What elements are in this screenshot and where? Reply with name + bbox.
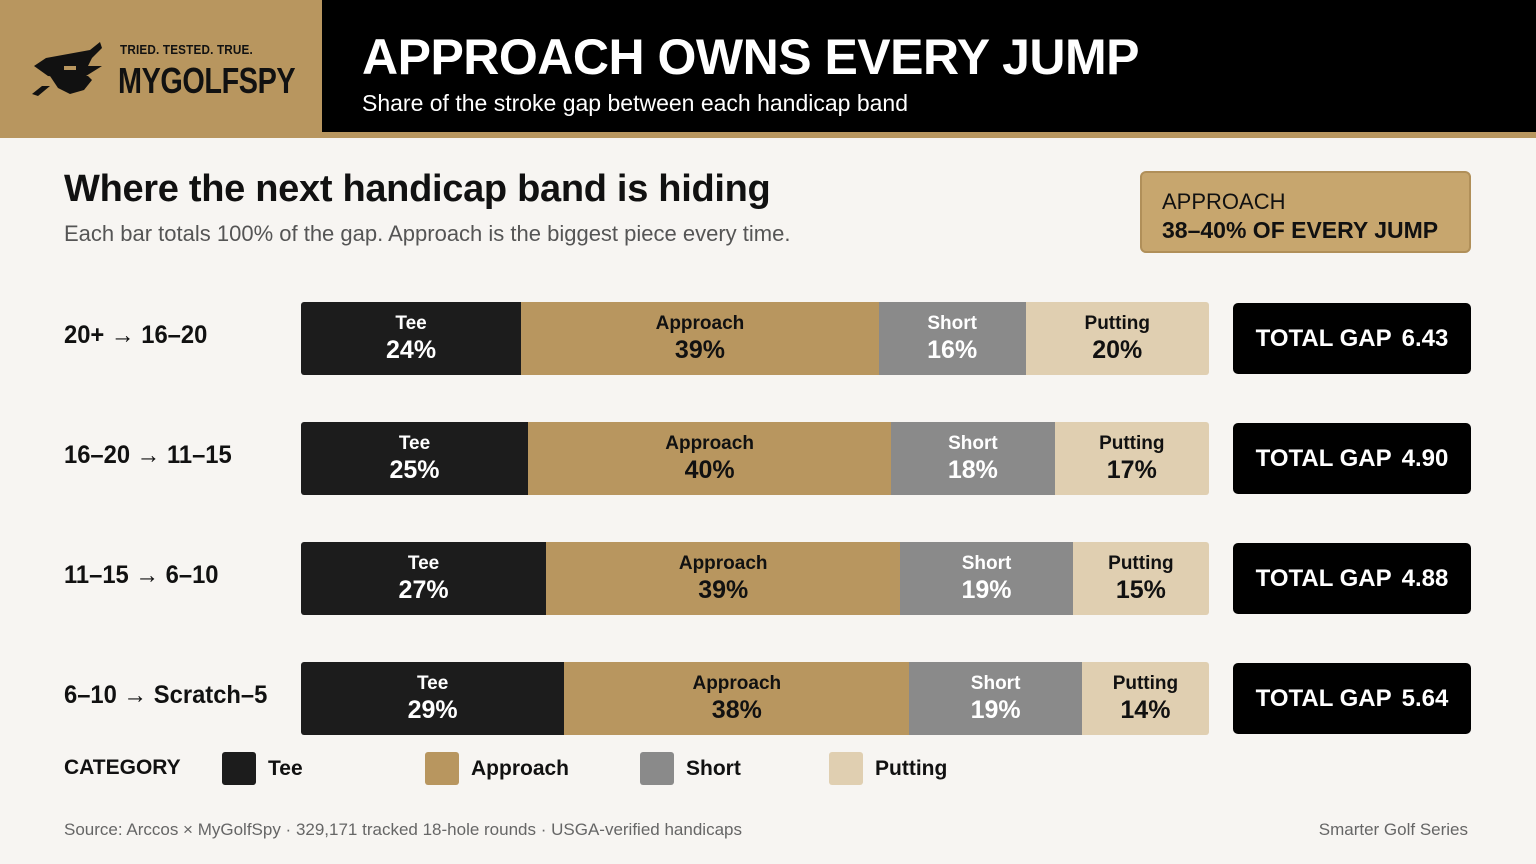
bar-segment-tee: Tee 24%	[301, 302, 522, 375]
total-gap-badge: TOTAL GAP 6.43	[1233, 303, 1471, 374]
legend-label-putting: Putting	[875, 756, 948, 780]
bar-segment-approach: Approach 40%	[528, 422, 892, 495]
bar-segment-short: Short 18%	[891, 422, 1055, 495]
total-gap-label: TOTAL GAP	[1255, 684, 1392, 712]
header-accent-line	[322, 132, 1536, 138]
total-gap-value: 5.64	[1401, 684, 1449, 712]
legend-item-short: Short	[640, 752, 741, 785]
main-subtitle: Share of the stroke gap between each han…	[362, 90, 909, 116]
segment-value: 24%	[386, 335, 437, 364]
bar-segment-putting: Putting 17%	[1054, 422, 1209, 495]
brand-tagline: TRIED. TESTED. TRUE.	[120, 42, 253, 57]
stacked-bar: Tee 27% Approach 39% Short 19% Putting 15%	[301, 542, 1209, 615]
total-gap-badge: TOTAL GAP 4.90	[1233, 423, 1471, 494]
legend-item-approach: Approach	[425, 752, 569, 785]
section-title: Where the next handicap band is hiding	[64, 168, 771, 210]
total-gap-label: TOTAL GAP	[1255, 324, 1392, 352]
bar-segment-short: Short 16%	[878, 302, 1026, 375]
segment-label: Approach	[678, 552, 768, 574]
segment-value: 40%	[684, 455, 735, 484]
segment-label: Tee	[395, 312, 427, 334]
stacked-bar: Tee 29% Approach 38% Short 19% Putting 14%	[301, 662, 1209, 735]
row-label: 16–20 → 11–15	[64, 441, 232, 469]
row-label: 20+ → 16–20	[64, 321, 208, 349]
segment-value: 18%	[947, 455, 998, 484]
segment-value: 38%	[711, 695, 762, 724]
footer-series: Smarter Golf Series	[1318, 820, 1468, 839]
segment-value: 14%	[1120, 695, 1171, 724]
legend-swatch-putting	[829, 752, 863, 785]
bar-segment-short: Short 19%	[900, 542, 1073, 615]
total-gap-badge: TOTAL GAP 4.88	[1233, 543, 1471, 614]
bar-segment-putting: Putting 15%	[1072, 542, 1209, 615]
legend-label-tee: Tee	[268, 756, 303, 780]
segment-value: 19%	[961, 575, 1012, 604]
row-label: 6–10 → Scratch–5	[64, 681, 268, 709]
total-gap-badge: TOTAL GAP 5.64	[1233, 663, 1471, 734]
legend-item-putting: Putting	[829, 752, 947, 785]
brand-box: TRIED. TESTED. TRUE. MYGOLFSPY	[0, 0, 322, 138]
segment-label: Short	[927, 312, 977, 334]
bar-segment-tee: Tee 29%	[301, 662, 565, 735]
callout-line2: 38–40% OF EVERY JUMP	[1162, 217, 1439, 243]
segment-label: Short	[970, 672, 1021, 694]
segment-label: Approach	[655, 312, 745, 334]
segment-label: Tee	[407, 552, 440, 574]
segment-label: Short	[961, 552, 1012, 574]
segment-label: Putting	[1099, 432, 1165, 454]
bar-segment-putting: Putting 20%	[1025, 302, 1209, 375]
bar-segment-tee: Tee 27%	[301, 542, 547, 615]
bar-segment-approach: Approach 38%	[564, 662, 910, 735]
total-gap-value: 4.90	[1401, 444, 1449, 472]
segment-label: Approach	[665, 432, 754, 454]
total-gap-label: TOTAL GAP	[1255, 444, 1392, 472]
legend-swatch-tee	[222, 752, 256, 785]
segment-label: Putting	[1108, 552, 1174, 574]
segment-value: 17%	[1106, 455, 1157, 484]
total-gap-value: 4.88	[1401, 564, 1449, 592]
legend-swatch-approach	[425, 752, 459, 785]
total-gap-value: 6.43	[1401, 324, 1449, 352]
segment-value: 27%	[398, 575, 449, 604]
legend-title: CATEGORY	[64, 756, 181, 779]
segment-label: Putting	[1084, 312, 1150, 334]
row-label: 11–15 → 6–10	[64, 561, 219, 589]
segment-label: Putting	[1112, 672, 1179, 694]
brand-name: MYGOLFSPY	[118, 60, 296, 101]
bar-segment-approach: Approach 39%	[521, 302, 879, 375]
stacked-bar: Tee 24% Approach 39% Short 16% Putting 20%	[301, 302, 1209, 375]
main-title: APPROACH OWNS EVERY JUMP	[362, 29, 1140, 85]
segment-label: Tee	[416, 672, 449, 694]
segment-value: 16%	[927, 335, 978, 364]
legend-label-short: Short	[686, 756, 741, 780]
footer-source: Source: Arccos × MyGolfSpy · 329,171 tra…	[64, 820, 742, 839]
bar-segment-tee: Tee 25%	[301, 422, 528, 495]
section-subtitle: Each bar totals 100% of the gap. Approac…	[64, 221, 791, 246]
segment-value: 15%	[1115, 575, 1166, 604]
segment-value: 29%	[407, 695, 458, 724]
segment-value: 39%	[674, 335, 725, 364]
segment-value: 19%	[970, 695, 1021, 724]
callout-box: APPROACH 38–40% OF EVERY JUMP	[1140, 171, 1471, 253]
total-gap-label: TOTAL GAP	[1255, 564, 1392, 592]
segment-value: 20%	[1092, 335, 1143, 364]
spy-logo-icon	[32, 42, 102, 96]
stacked-bar: Tee 25% Approach 40% Short 18% Putting 17%	[301, 422, 1209, 495]
segment-value: 25%	[389, 455, 440, 484]
segment-value: 39%	[698, 575, 749, 604]
legend-swatch-short	[640, 752, 674, 785]
callout-line1: APPROACH	[1162, 189, 1286, 214]
bar-segment-short: Short 19%	[909, 662, 1082, 735]
bar-segment-approach: Approach 39%	[546, 542, 901, 615]
segment-label: Short	[948, 432, 998, 454]
segment-label: Tee	[398, 432, 431, 454]
bar-segment-putting: Putting 14%	[1081, 662, 1209, 735]
legend-label-approach: Approach	[471, 756, 570, 780]
segment-label: Approach	[692, 672, 782, 694]
legend-item-tee: Tee	[222, 752, 303, 785]
